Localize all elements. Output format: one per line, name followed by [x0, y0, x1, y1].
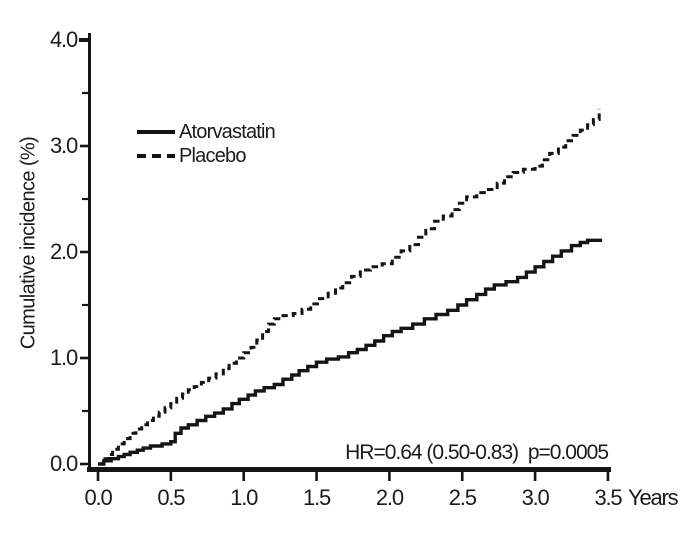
x-tick-label: 3.0 [521, 485, 550, 510]
y-tick-label: 2.0 [50, 239, 78, 264]
series-atorvastatin-curve [98, 238, 603, 466]
legend-label: Placebo [179, 144, 246, 167]
x-axis-line [87, 467, 611, 472]
x-axis-unit-label: Years [628, 485, 679, 510]
solid-line-swatch-icon [137, 130, 175, 134]
dashed-line-swatch-icon [137, 154, 175, 158]
y-tick-label: 4.0 [50, 27, 78, 52]
legend-label: Atorvastatin [179, 120, 276, 143]
x-tick-label: 2.0 [375, 485, 404, 510]
x-tick-label: 3.5 [594, 485, 622, 510]
y-tick-label: 0.0 [50, 451, 78, 476]
legend-entry-atorvastatin: Atorvastatin [137, 120, 276, 144]
hazard-ratio-annotation: HR=0.64 (0.50-0.83) p=0.0005 [345, 441, 609, 464]
x-tick-label: 1.0 [230, 485, 258, 510]
legend: Atorvastatin Placebo [137, 120, 276, 168]
y-tick-label: 3.0 [50, 133, 78, 158]
legend-entry-placebo: Placebo [137, 144, 275, 168]
x-tick-label: 0.0 [84, 485, 113, 510]
x-tick-label: 2.5 [448, 485, 477, 510]
y-tick-label: 1.0 [50, 345, 78, 370]
x-tick-label: 0.5 [157, 485, 185, 510]
x-tick-label: 1.5 [303, 485, 331, 510]
series-placebo-curve [98, 108, 601, 466]
